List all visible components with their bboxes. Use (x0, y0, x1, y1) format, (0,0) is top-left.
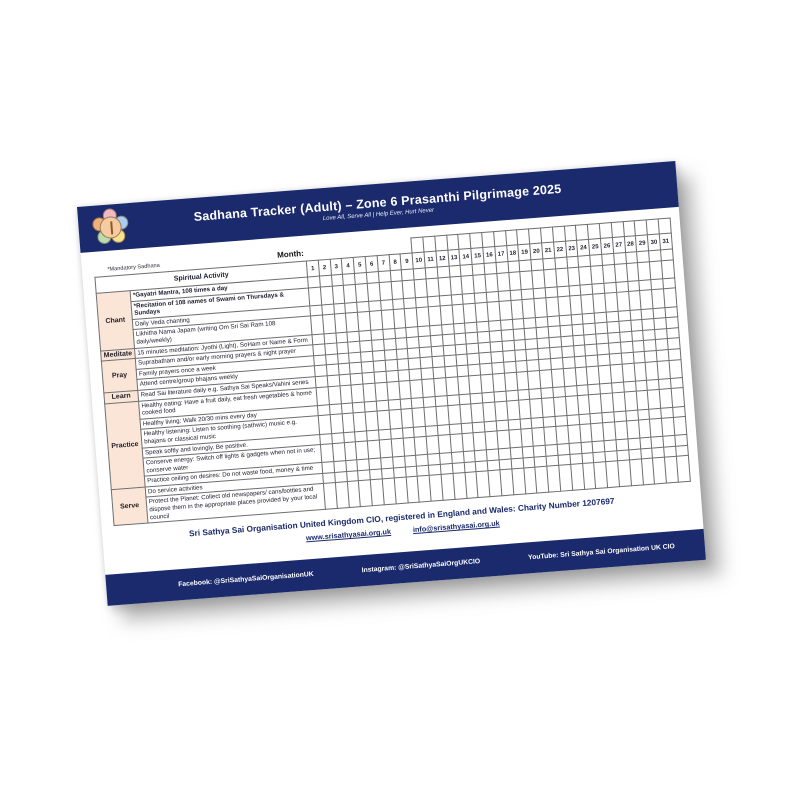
instagram-handle[interactable]: Instagram: @SriSathyaSaiOrgUKCIO (361, 558, 481, 575)
footer-band: Facebook: @SriSathyaSaiOrganisationUK In… (105, 528, 706, 606)
sarva-dharma-logo-icon (90, 207, 131, 248)
youtube-handle[interactable]: YouTube: Sri Sathya Sai Organisation UK … (527, 543, 676, 562)
category-cell: Pray (101, 358, 138, 393)
category-cell: Serve (111, 486, 148, 526)
category-cell: Chant (96, 290, 135, 351)
day-cell[interactable] (673, 416, 687, 436)
day-cell[interactable] (671, 387, 685, 407)
facebook-handle[interactable]: Facebook: @SriSathyaSaiOrganisationUK (178, 570, 314, 589)
day-cell[interactable] (676, 455, 691, 483)
day-cell[interactable] (663, 288, 677, 308)
email-link[interactable]: info@srisathyasai.org.uk (412, 518, 500, 535)
tracker-sheet: Sadhana Tracker (Adult) – Zone 6 Prasant… (77, 160, 706, 606)
website-link[interactable]: www.srisathyasai.org.uk (305, 527, 392, 543)
table-wrap: *Mandatory Sadhana Month: Spiritual Activi… (93, 218, 691, 527)
day-number-cell: 31 (659, 233, 673, 250)
day-cell[interactable] (669, 359, 683, 379)
month-label: Month: (276, 249, 305, 261)
tracker-table: *Mandatory Sadhana Month: Spiritual Activi… (93, 218, 691, 527)
day-cell[interactable] (661, 259, 675, 279)
month-row-cell[interactable] (658, 218, 672, 234)
